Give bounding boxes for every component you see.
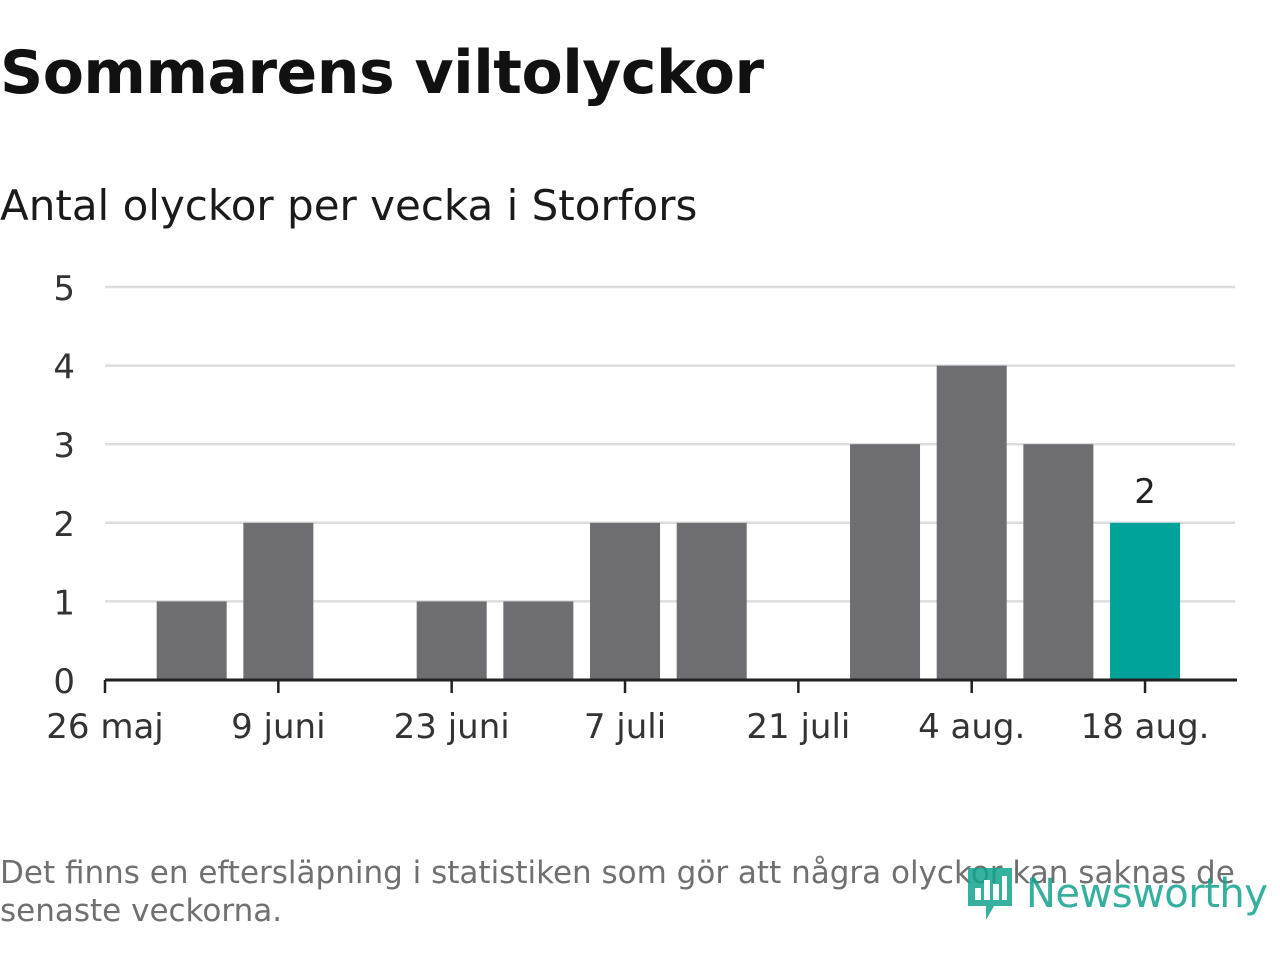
x-tick-label: 7 juli	[584, 707, 666, 747]
page-title: Sommarens viltolyckor	[0, 38, 764, 108]
y-tick-label: 3	[53, 426, 75, 466]
chart-subtitle: Antal olyckor per vecka i Storfors	[0, 181, 698, 230]
y-tick-label: 5	[53, 269, 75, 309]
bar-chart: 0 1 2 3 4 5 26 maj 9 juni 23 juni 7 juli 21 juli 4…	[46, 269, 1237, 747]
data-labels: 2	[1134, 472, 1156, 512]
newsworthy-logo: Newsworthy	[964, 862, 1268, 926]
bar	[1023, 444, 1094, 680]
bar	[156, 601, 227, 680]
bar	[676, 522, 747, 680]
y-tick-label: 0	[53, 662, 75, 702]
bars	[156, 365, 1181, 680]
y-tick-label: 2	[53, 505, 75, 545]
x-tick-label: 26 maj	[46, 707, 163, 747]
newsworthy-chart-icon	[968, 868, 1012, 920]
bar	[590, 522, 661, 680]
y-tick-label: 1	[53, 583, 75, 623]
x-tick-label: 9 juni	[231, 707, 325, 747]
bar-highlighted	[1110, 522, 1181, 680]
bar	[416, 601, 487, 680]
bar	[243, 522, 314, 680]
bar	[936, 365, 1007, 680]
footnote: Det finns en eftersläpning i statistiken…	[0, 855, 1235, 929]
x-tick-label: 18 aug.	[1081, 707, 1210, 747]
x-tick-label: 4 aug.	[918, 707, 1025, 747]
bar	[503, 601, 574, 680]
bar	[850, 444, 921, 680]
x-tick-label: 21 juli	[746, 707, 850, 747]
data-label: 2	[1134, 472, 1156, 512]
x-tick-label: 23 juni	[394, 707, 510, 747]
x-axis	[103, 678, 1237, 693]
x-axis-labels: 26 maj 9 juni 23 juni 7 juli 21 juli 4 aug. 18…	[46, 707, 1209, 747]
y-tick-label: 4	[53, 348, 75, 388]
y-axis-labels: 0 1 2 3 4 5	[53, 269, 75, 702]
logo-text: Newsworthy	[1026, 871, 1268, 917]
